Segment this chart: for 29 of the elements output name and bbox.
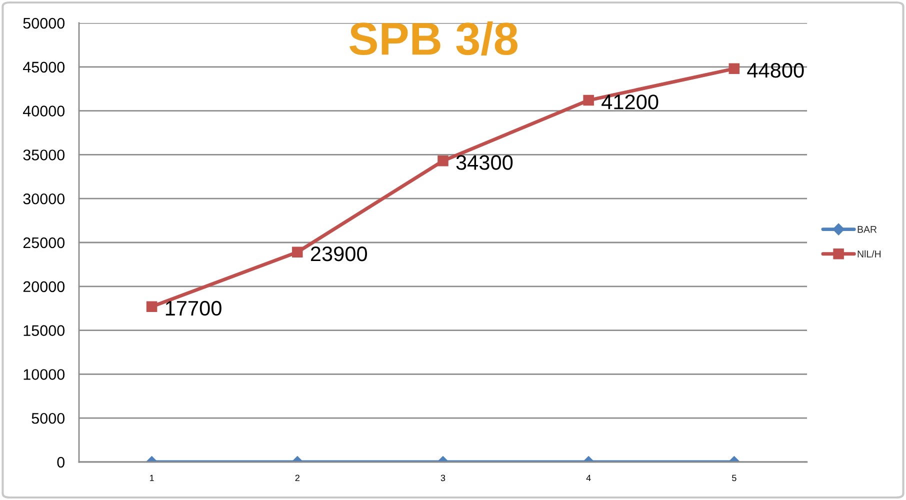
- y-tick-label: 50000: [23, 18, 65, 29]
- data-label: 34300: [456, 155, 513, 170]
- y-tick-label: 40000: [22, 106, 65, 116]
- y-tick-label: 35000: [23, 150, 65, 160]
- chart-title: SPB 3/8: [350, 21, 518, 56]
- data-label: 41200: [602, 94, 658, 110]
- x-tick-label: 5: [732, 474, 736, 482]
- legend-label: BAR: [858, 226, 877, 233]
- y-tick-label: 30000: [23, 193, 65, 204]
- y-tick-label: 10000: [24, 369, 65, 380]
- data-label: 17700: [166, 300, 222, 316]
- legend-label: NlL/H: [858, 250, 881, 258]
- point: [728, 63, 740, 74]
- y-tick-label: 25000: [23, 237, 65, 248]
- point: [292, 246, 303, 258]
- y-tick-label: 15000: [24, 325, 65, 336]
- y-tick-label: 20000: [23, 281, 65, 292]
- x-tick-label: 1: [150, 474, 154, 482]
- y-tick-label: 0: [57, 456, 65, 468]
- y-tick-label: 5000: [32, 412, 65, 424]
- x-tick-label: 2: [295, 474, 300, 482]
- data-label: 23900: [310, 246, 368, 262]
- x-tick-label: 3: [440, 474, 446, 482]
- point: [146, 301, 158, 312]
- point: [583, 94, 594, 106]
- x-tick-label: 4: [586, 474, 591, 482]
- data-label: 44800: [747, 62, 804, 78]
- y-tick-label: 45000: [22, 62, 65, 73]
- point: [438, 155, 448, 166]
